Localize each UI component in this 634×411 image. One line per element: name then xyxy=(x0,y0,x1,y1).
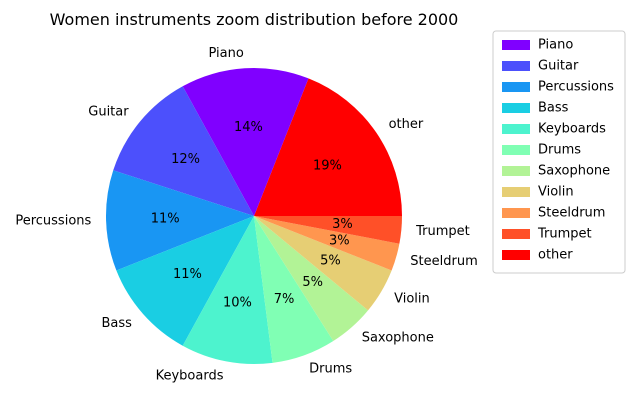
pie-labels: 19% other 14% Piano 12% Guitar 11% Percussions 1… xyxy=(15,46,477,383)
pie-slice-violin xyxy=(254,216,392,311)
chart-title: Women instruments zoom distribution befo… xyxy=(50,10,459,29)
legend: Piano Guitar Percussions Bass Keyboards Drums… xyxy=(492,30,626,274)
pie-category-label-drums: Drums xyxy=(309,362,352,377)
legend-label-violin: Violin xyxy=(538,185,574,200)
legend-label-steeldrum: Steeldrum xyxy=(538,206,605,221)
pie-category-label-other: other xyxy=(389,117,424,132)
pie-slice-other xyxy=(254,78,402,216)
pie-slice-drums xyxy=(254,216,334,363)
legend-label-drums: Drums xyxy=(538,143,581,158)
pie-slice-steeldrum xyxy=(254,216,400,271)
pie-category-label-saxophone: Saxophone xyxy=(362,331,434,346)
pie-pct-label-piano: 14% xyxy=(234,120,263,135)
legend-swatch-saxophone xyxy=(502,166,530,176)
pie-category-label-percussions: Percussions xyxy=(15,214,91,229)
pie-category-label-violin: Violin xyxy=(394,291,430,306)
legend-label-guitar: Guitar xyxy=(538,59,579,74)
pie-slice-bass xyxy=(116,216,254,346)
pie-category-label-trumpet: Trumpet xyxy=(415,224,470,239)
pie-slice-percussions xyxy=(105,170,254,271)
legend-swatch-piano xyxy=(502,40,530,50)
pie-pct-label-trumpet: 3% xyxy=(332,217,353,232)
pie-category-label-keyboards: Keyboards xyxy=(156,368,224,383)
legend-swatch-bass xyxy=(502,103,530,113)
pie-pct-label-keyboards: 10% xyxy=(223,296,252,311)
pie-pct-label-guitar: 12% xyxy=(171,152,200,167)
pie-slice-piano xyxy=(182,68,309,216)
pie-pct-label-saxophone: 5% xyxy=(302,275,323,290)
legend-label-percussions: Percussions xyxy=(538,80,614,95)
legend-label-other: other xyxy=(538,248,573,263)
pie-pct-label-other: 19% xyxy=(313,159,342,174)
pie-category-label-bass: Bass xyxy=(101,316,132,331)
pie-slices xyxy=(105,68,402,364)
legend-label-bass: Bass xyxy=(538,101,569,116)
pie-pct-label-bass: 11% xyxy=(173,267,202,282)
pie-pct-label-drums: 7% xyxy=(274,292,295,307)
legend-label-saxophone: Saxophone xyxy=(538,164,610,179)
pie-pct-label-percussions: 11% xyxy=(151,211,180,226)
pie-category-label-guitar: Guitar xyxy=(88,105,129,120)
pie-slice-keyboards xyxy=(182,216,273,364)
legend-swatch-guitar xyxy=(502,61,530,71)
legend-swatch-violin xyxy=(502,187,530,197)
legend-label-trumpet: Trumpet xyxy=(537,227,592,242)
pie-pct-label-steeldrum: 3% xyxy=(329,233,350,248)
legend-label-piano: Piano xyxy=(538,38,573,53)
legend-swatch-keyboards xyxy=(502,124,530,134)
pie-slice-trumpet xyxy=(254,216,402,244)
pie-pct-label-violin: 5% xyxy=(320,254,341,269)
pie-slice-guitar xyxy=(113,86,255,216)
legend-swatch-steeldrum xyxy=(502,208,530,218)
legend-label-keyboards: Keyboards xyxy=(538,122,606,137)
pie-category-label-piano: Piano xyxy=(208,46,243,61)
legend-swatch-other xyxy=(502,250,530,260)
legend-swatch-trumpet xyxy=(502,229,530,239)
legend-swatch-percussions xyxy=(502,82,530,92)
legend-swatch-drums xyxy=(502,145,530,155)
pie-slice-saxophone xyxy=(254,216,369,341)
pie-category-label-steeldrum: Steeldrum xyxy=(410,254,477,269)
